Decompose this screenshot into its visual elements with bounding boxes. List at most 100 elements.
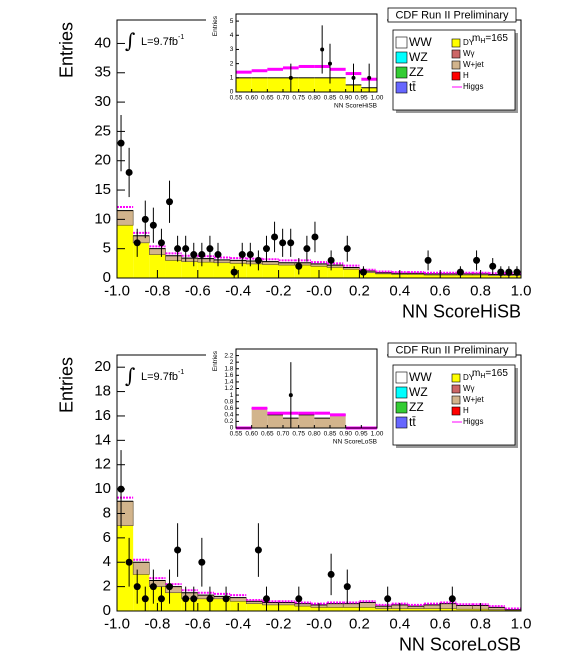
mass-value: =165: [485, 33, 508, 44]
hist-bar: [359, 607, 376, 611]
y-tick-label: 25: [94, 122, 111, 139]
legend-label: H: [463, 406, 469, 415]
hist-bar: [326, 603, 344, 608]
hist-bar: [165, 255, 182, 261]
legend-swatch: [395, 386, 408, 399]
x-tick-label: -0.8: [144, 615, 170, 632]
y-tick-label: 1: [230, 75, 234, 82]
y-tick-label: 2: [103, 578, 111, 595]
data-point: [262, 245, 270, 253]
header: CDF Run II Preliminary: [395, 9, 509, 21]
legend-swatch: [395, 36, 408, 49]
hist-bar: [197, 258, 215, 263]
data-point: [343, 583, 351, 591]
hist-bar: [213, 262, 231, 278]
legend-label: WW: [409, 35, 432, 49]
x-tick-label: -0.8: [144, 282, 170, 299]
hist-bar: [314, 418, 330, 428]
data-point: [513, 268, 521, 276]
x-tick-label: 0.4: [389, 282, 410, 299]
legend-swatch: [451, 406, 461, 416]
hist-bar: [456, 275, 473, 278]
hist-bar: [278, 604, 295, 611]
x-tick-label: 0.70: [277, 95, 290, 102]
x-tick-label: 0.95: [355, 431, 368, 438]
x-tick-label: -0.0: [306, 282, 332, 299]
y-tick-label: 4: [103, 553, 111, 570]
legend-label: WZ: [409, 385, 428, 399]
legend-label: W+jet: [463, 395, 484, 404]
y-axis-title: Entries: [212, 15, 219, 36]
mass-sub: H: [480, 373, 485, 380]
data-point: [367, 75, 372, 80]
y-tick-label: 30: [94, 93, 111, 110]
legend-label: WZ: [409, 50, 428, 64]
y-tick-label: 5: [230, 18, 234, 25]
y-tick-label: 8: [103, 504, 111, 521]
hist-bar: [251, 77, 268, 92]
hist-bar: [246, 263, 263, 278]
y-tick-label: 1.4: [224, 379, 233, 386]
hist-bar: [488, 609, 505, 611]
x-tick-label: -0.6: [185, 615, 211, 632]
x-tick-label: -1.0: [104, 615, 130, 632]
hist-bar: [236, 77, 252, 92]
data-point: [166, 583, 174, 591]
data-point: [125, 168, 133, 176]
data-point: [174, 546, 182, 554]
data-point: [303, 245, 311, 253]
hist-bar: [181, 257, 199, 262]
data-point: [117, 139, 125, 147]
data-point: [222, 595, 230, 603]
hist-bar: [314, 77, 330, 92]
y-tick-label: 0.4: [224, 412, 233, 419]
x-tick-label: 0.60: [245, 431, 258, 438]
hist-bar: [294, 606, 311, 611]
y-axis-title: Entries: [212, 350, 219, 371]
legend-label: Higgs: [463, 82, 483, 91]
hist-bar: [343, 269, 360, 278]
data-point: [190, 595, 198, 603]
data-point: [489, 262, 497, 270]
data-point: [320, 47, 325, 52]
legend-swatch: [395, 66, 408, 79]
hist-bar: [439, 603, 457, 609]
hist-bar: [117, 225, 134, 278]
legend-label: tt̄: [409, 80, 416, 94]
y-tick-label: 2: [230, 60, 234, 67]
lumi-text: L=9.7fb: [141, 36, 178, 48]
legend-label: Higgs: [463, 417, 483, 426]
data-point: [149, 221, 157, 229]
hist-bar: [181, 261, 198, 278]
lumi-symbol: ∫: [125, 29, 135, 53]
x-axis-title: NN ScoreLoSB: [399, 634, 521, 654]
data-point: [133, 583, 141, 591]
legend-swatch: [451, 395, 461, 405]
hist-bar: [278, 265, 295, 278]
x-tick-label: 0.2: [349, 615, 370, 632]
hist-bar: [132, 561, 150, 575]
y-tick-label: 6: [103, 529, 111, 546]
hist-bar: [456, 609, 473, 611]
x-tick-label: -1.0: [104, 282, 130, 299]
hist-bar: [407, 608, 425, 611]
x-tick-label: 0.95: [355, 95, 368, 102]
hist-bar: [262, 604, 279, 611]
y-tick-label: 2.2: [224, 352, 233, 359]
mass-sub: H: [480, 38, 485, 45]
hist-bar: [440, 608, 457, 611]
lumi-sup: -1: [178, 369, 184, 376]
x-tick-label: -0.4: [225, 282, 251, 299]
hist-bar: [197, 262, 214, 278]
data-point: [246, 251, 254, 259]
y-tick-label: 35: [94, 64, 111, 81]
legend-swatch: [395, 371, 408, 384]
data-point: [295, 262, 303, 270]
hist-bar: [342, 603, 360, 608]
hist-bar: [504, 609, 521, 611]
x-tick-label: 0.8: [470, 282, 491, 299]
y-tick-label: 0.2: [224, 418, 233, 425]
y-tick-label: 0: [103, 269, 111, 286]
hist-bar: [251, 408, 268, 428]
